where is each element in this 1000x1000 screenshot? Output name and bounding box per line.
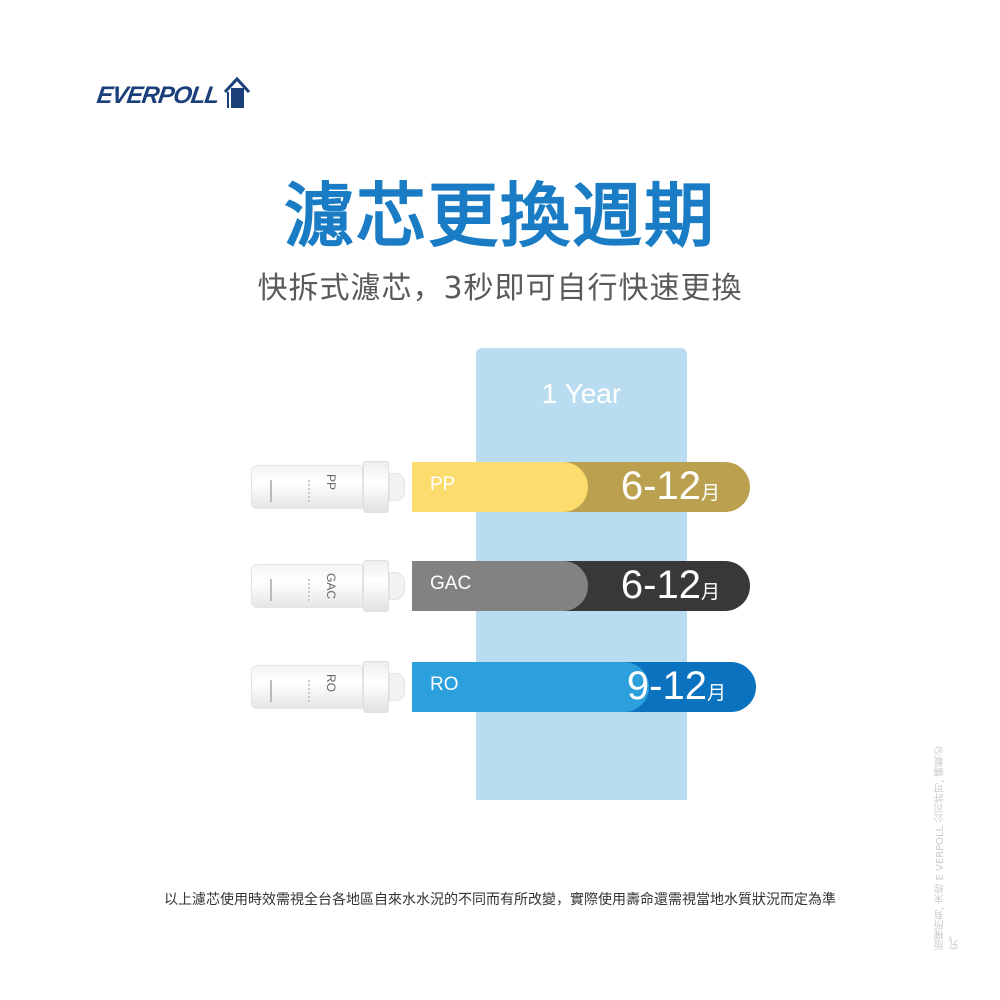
filter-name: RO [430,674,459,695]
range-value: 6-12 [620,563,701,607]
bar-light-segment [412,662,650,712]
cartridge-body: GAC [251,564,363,608]
logo-text: EVERPOLL [95,82,221,109]
range-unit: 月 [700,582,720,603]
page-title: 濾芯更換週期 [284,175,716,257]
cartridge-cap [363,661,389,713]
filter-bar-pp: PP 6-12月 [412,462,750,512]
filter-cartridge-image: PP [251,461,406,513]
filter-cartridge-image: RO [251,661,406,713]
range-unit: 月 [700,483,720,504]
cartridge-print [270,579,310,601]
filter-name: PP [430,474,456,495]
cartridge-cap [363,461,389,513]
cartridge-body: PP [251,465,363,509]
range-value: 6-12 [620,464,701,508]
cartridge-print [270,680,310,702]
cartridge-tip [389,572,405,600]
cartridge-print [270,480,310,502]
filter-cartridge-image: GAC [251,560,406,612]
disclaimer-note: 以上濾芯使用時效需視全台各地區自來水水況的不同而有所改變，實際使用壽命還需視當地… [164,892,836,908]
range-unit: 月 [706,683,726,704]
replacement-range: 9-12月 [627,664,726,709]
cartridge-tip [389,673,405,701]
filter-name: GAC [430,573,472,594]
replacement-range: 6-12月 [621,464,720,509]
cartridge-body: RO [251,665,363,709]
cartridge-cap [363,560,389,612]
year-label: 1 Year [541,378,622,409]
filter-bar-gac: GAC 6-12月 [412,561,750,611]
page-subtitle: 快拆式濾芯，3秒即可自行快速更換 [257,271,743,306]
copyright-notice: 版權所有, 未經 E VERPOLL 公司許可, 轉載必究。 [935,746,961,950]
bar-light-segment [412,462,588,512]
range-value: 9-12 [626,664,707,708]
house-logo-icon [224,76,251,108]
cartridge-label: PP [324,474,338,491]
everpoll-logo: EVERPOLL [95,76,252,110]
replacement-range: 6-12月 [621,563,720,608]
cartridge-tip [389,473,405,501]
cartridge-label: RO [324,674,338,692]
bar-light-segment [412,561,588,611]
cartridge-label: GAC [324,573,338,600]
filter-bar-ro: RO 9-12月 [412,662,756,712]
